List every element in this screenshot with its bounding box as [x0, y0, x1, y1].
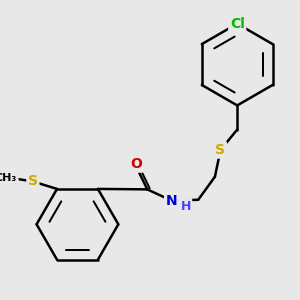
Text: S: S — [215, 143, 226, 157]
Text: Cl: Cl — [230, 17, 244, 31]
Text: N: N — [166, 194, 177, 208]
Text: S: S — [28, 175, 38, 188]
Text: H: H — [180, 200, 191, 213]
Text: CH₃: CH₃ — [0, 173, 17, 183]
Text: O: O — [130, 157, 142, 171]
